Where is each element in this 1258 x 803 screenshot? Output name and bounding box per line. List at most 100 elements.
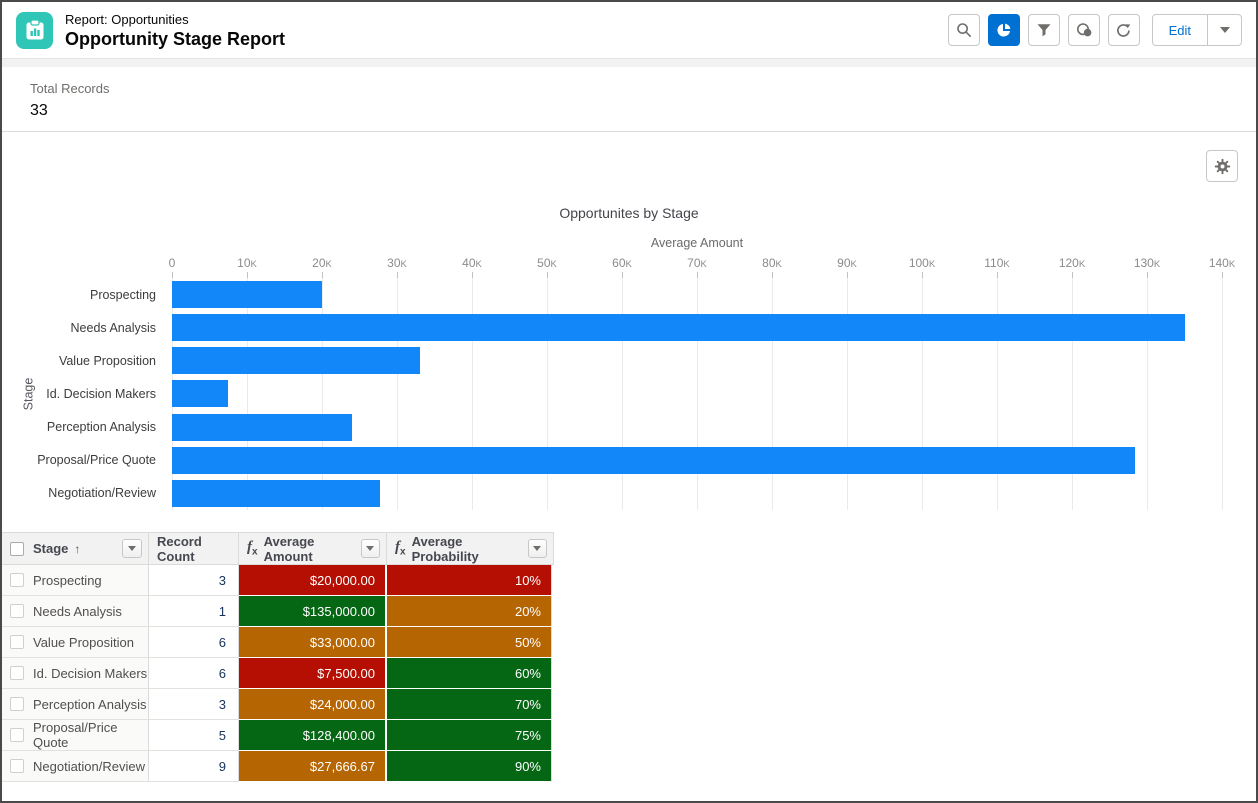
column-header-average-probability[interactable]: fx Average Probability <box>387 533 554 564</box>
average-amount-cell[interactable]: $7,500.00 <box>239 658 387 689</box>
average-amount-cell[interactable]: $135,000.00 <box>239 596 387 627</box>
bar[interactable] <box>172 281 322 309</box>
stage-cell[interactable]: Id. Decision Makers <box>2 658 149 689</box>
tick-mark <box>472 272 473 278</box>
average-probability-cell[interactable]: 60% <box>387 658 552 689</box>
x-tick-label: 30K <box>387 256 407 270</box>
plot-area <box>172 272 1223 510</box>
chevron-down-icon <box>366 546 375 551</box>
chart-toggle-button[interactable] <box>987 14 1020 46</box>
toolbar: Edit <box>947 14 1242 46</box>
bar-row <box>172 311 1222 344</box>
x-axis-label: Average Amount <box>650 236 744 250</box>
gridline <box>397 272 398 510</box>
stage-label: Value Proposition <box>33 634 134 650</box>
x-tick-label: 40K <box>462 256 482 270</box>
average-probability-cell[interactable]: 20% <box>387 596 552 627</box>
stage-cell[interactable]: Proposal/Price Quote <box>2 720 149 751</box>
row-checkbox[interactable] <box>10 604 24 618</box>
x-tick-label: 10K <box>237 256 257 270</box>
x-tick-label: 140K <box>1208 256 1236 270</box>
tick-mark <box>1222 272 1223 278</box>
average-amount-cell[interactable]: $128,400.00 <box>239 720 387 751</box>
column-header-average-amount[interactable]: fx Average Amount <box>239 533 387 564</box>
gridline <box>772 272 773 510</box>
tick-mark <box>997 272 998 278</box>
refresh-button[interactable] <box>1107 14 1140 46</box>
average-amount-cell[interactable]: $33,000.00 <box>239 627 387 658</box>
bar[interactable] <box>172 446 1135 474</box>
filter-button[interactable] <box>1027 14 1060 46</box>
record-count-cell[interactable]: 9 <box>149 751 239 782</box>
bar[interactable] <box>172 479 380 507</box>
record-count-cell[interactable]: 6 <box>149 658 239 689</box>
x-tick-label: 100K <box>908 256 936 270</box>
x-tick-label: 130K <box>1133 256 1161 270</box>
table-row: Value Proposition 6 $33,000.00 50% <box>2 627 554 658</box>
chevron-down-icon <box>533 546 542 551</box>
tick-mark <box>397 272 398 278</box>
stage-cell[interactable]: Perception Analysis <box>2 689 149 720</box>
refresh-icon <box>1117 23 1131 37</box>
bar[interactable] <box>172 413 352 441</box>
chart-settings-button[interactable] <box>1206 150 1238 182</box>
total-records-label: Total Records <box>30 81 110 96</box>
bar[interactable] <box>172 380 229 408</box>
edit-dropdown-button[interactable] <box>1208 14 1242 46</box>
average-probability-cell[interactable]: 90% <box>387 751 552 782</box>
y-axis-category-labels: Prospecting Needs Analysis Value Propositi… <box>2 278 164 510</box>
record-count-cell[interactable]: 3 <box>149 565 239 596</box>
x-tick-label: 90K <box>837 256 857 270</box>
bar-row <box>172 344 1222 377</box>
x-tick-label: 110K <box>984 256 1010 270</box>
row-checkbox[interactable] <box>10 635 24 649</box>
average-probability-cell[interactable]: 75% <box>387 720 552 751</box>
feed-button[interactable] <box>1067 14 1100 46</box>
stage-cell[interactable]: Needs Analysis <box>2 596 149 627</box>
stage-label: Proposal/Price Quote <box>33 720 118 750</box>
tick-mark <box>322 272 323 278</box>
record-count-cell[interactable]: 3 <box>149 689 239 720</box>
average-probability-cell[interactable]: 10% <box>387 565 552 596</box>
column-header-record-count[interactable]: Record Count <box>149 533 239 564</box>
table-body: Prospecting 3 $20,000.00 10% Needs Analysis 1… <box>2 565 554 782</box>
stage-cell[interactable]: Negotiation/Review <box>2 751 149 782</box>
stage-cell[interactable]: Prospecting <box>2 565 149 596</box>
x-tick-label: 50K <box>537 256 557 270</box>
gridline <box>922 272 923 510</box>
bar-row <box>172 377 1222 410</box>
select-all-checkbox[interactable] <box>10 541 24 556</box>
header-text: Report: Opportunities Opportunity Stage … <box>65 11 285 50</box>
row-checkbox[interactable] <box>10 759 24 773</box>
page-title: Opportunity Stage Report <box>65 28 285 49</box>
row-checkbox[interactable] <box>10 728 24 742</box>
row-checkbox[interactable] <box>10 573 24 587</box>
search-button[interactable] <box>947 14 980 46</box>
table-header-row: Stage ↑ Record Count fx Average Amount f… <box>2 532 554 565</box>
edit-button[interactable]: Edit <box>1151 14 1208 46</box>
record-count-cell[interactable]: 5 <box>149 720 239 751</box>
stage-column-menu-button[interactable] <box>122 539 142 558</box>
bar-row <box>172 477 1222 510</box>
bar[interactable] <box>172 347 420 375</box>
average-probability-cell[interactable]: 70% <box>387 689 552 720</box>
average-probability-column-menu-button[interactable] <box>527 539 547 558</box>
column-header-stage[interactable]: Stage ↑ <box>2 533 149 564</box>
average-probability-cell[interactable]: 50% <box>387 627 552 658</box>
record-count-cell[interactable]: 1 <box>149 596 239 627</box>
report-icon <box>16 11 53 49</box>
row-checkbox[interactable] <box>10 697 24 711</box>
edit-button-group: Edit <box>1151 14 1242 46</box>
average-amount-cell[interactable]: $27,666.67 <box>239 751 387 782</box>
bar[interactable] <box>172 314 1185 342</box>
stage-cell[interactable]: Value Proposition <box>2 627 149 658</box>
gridline <box>547 272 548 510</box>
average-amount-cell[interactable]: $24,000.00 <box>239 689 387 720</box>
bar-row <box>172 411 1222 444</box>
record-count-cell[interactable]: 6 <box>149 627 239 658</box>
average-amount-cell[interactable]: $20,000.00 <box>239 565 387 596</box>
row-checkbox[interactable] <box>10 666 24 680</box>
bar-series <box>172 278 1222 510</box>
average-amount-column-menu-button[interactable] <box>360 539 380 558</box>
chevron-down-icon <box>128 546 136 551</box>
